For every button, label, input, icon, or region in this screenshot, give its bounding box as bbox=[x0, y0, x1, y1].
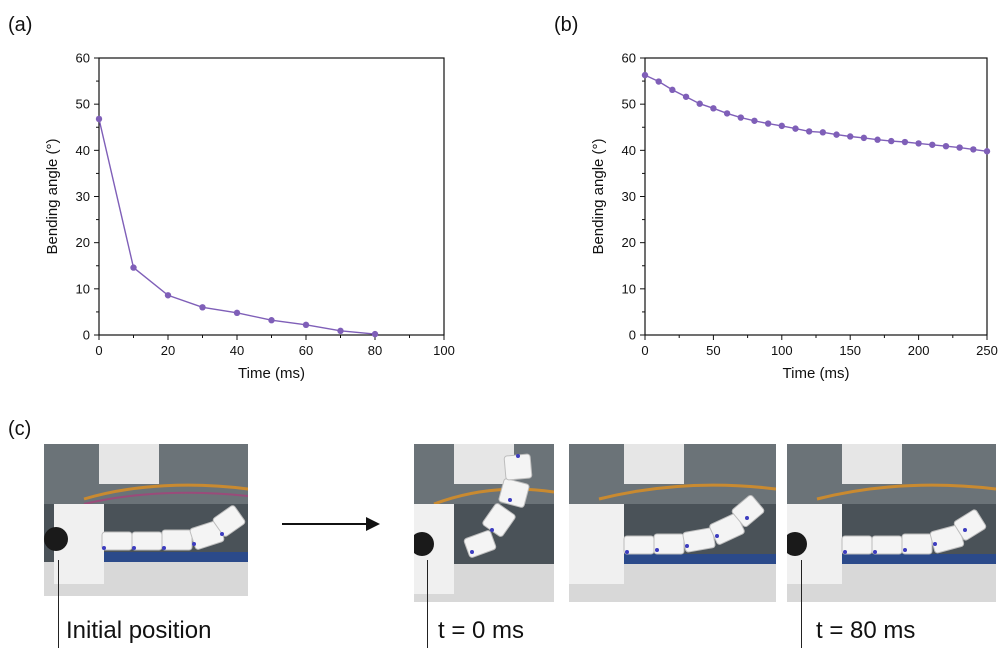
x-tick-label: 250 bbox=[976, 343, 998, 358]
y-tick-label: 30 bbox=[76, 189, 90, 204]
y-axis-label: Bending angle (°) bbox=[590, 138, 607, 254]
x-tick-label: 150 bbox=[839, 343, 861, 358]
data-point bbox=[847, 133, 853, 139]
data-point bbox=[710, 105, 716, 111]
data-point bbox=[655, 78, 661, 84]
y-tick-label: 30 bbox=[622, 189, 636, 204]
data-point bbox=[902, 139, 908, 145]
transition-arrow-icon bbox=[280, 512, 384, 536]
x-tick-label: 60 bbox=[299, 343, 313, 358]
photo-initial-position bbox=[44, 444, 248, 596]
data-point bbox=[303, 322, 309, 328]
y-tick-label: 40 bbox=[76, 143, 90, 158]
data-point bbox=[337, 328, 343, 334]
y-tick-label: 40 bbox=[622, 143, 636, 158]
data-point bbox=[984, 148, 990, 154]
x-axis-label: Time (ms) bbox=[238, 365, 305, 382]
plot-frame bbox=[99, 58, 444, 335]
data-point bbox=[199, 304, 205, 310]
y-tick-label: 10 bbox=[76, 281, 90, 296]
x-tick-label: 100 bbox=[433, 343, 455, 358]
data-point bbox=[792, 125, 798, 131]
data-point bbox=[820, 129, 826, 135]
caption-t0: t = 0 ms bbox=[438, 617, 524, 645]
caption-t80: t = 80 ms bbox=[816, 617, 915, 645]
data-point bbox=[943, 143, 949, 149]
x-tick-label: 40 bbox=[230, 343, 244, 358]
panel-label-c: (c) bbox=[8, 418, 31, 441]
data-point bbox=[970, 146, 976, 152]
data-point bbox=[724, 110, 730, 116]
y-tick-label: 50 bbox=[622, 97, 636, 112]
photo-intermediate bbox=[569, 444, 776, 602]
data-point bbox=[96, 116, 102, 122]
data-point bbox=[956, 144, 962, 150]
caption-initial-position: Initial position bbox=[66, 617, 211, 645]
data-point bbox=[888, 138, 894, 144]
photo-t0 bbox=[414, 444, 554, 602]
caption-line-t0 bbox=[427, 560, 428, 648]
data-point bbox=[874, 137, 880, 143]
data-point bbox=[806, 128, 812, 134]
y-tick-label: 0 bbox=[629, 328, 636, 343]
chart-b: 0 50 100 150 200 250 0 10 20 30 40 50 60 Time (ms) Ben… bbox=[500, 0, 1003, 400]
series-line bbox=[645, 75, 987, 151]
y-tick-label: 0 bbox=[83, 328, 90, 343]
y-tick-label: 20 bbox=[76, 235, 90, 250]
data-point bbox=[130, 264, 136, 270]
data-point bbox=[372, 331, 378, 337]
data-point bbox=[915, 140, 921, 146]
data-point bbox=[642, 72, 648, 78]
data-point bbox=[683, 94, 689, 100]
x-tick-label: 80 bbox=[368, 343, 382, 358]
data-point bbox=[833, 131, 839, 137]
x-tick-label: 200 bbox=[908, 343, 930, 358]
data-point bbox=[765, 120, 771, 126]
y-tick-label: 60 bbox=[76, 51, 90, 66]
y-axis-label: Bending angle (°) bbox=[44, 138, 61, 254]
data-point bbox=[738, 114, 744, 120]
x-tick-label: 0 bbox=[95, 343, 102, 358]
data-point bbox=[669, 87, 675, 93]
x-axis-label: Time (ms) bbox=[783, 365, 850, 382]
data-point bbox=[929, 142, 935, 148]
caption-line-t80 bbox=[801, 560, 802, 648]
y-tick-label: 20 bbox=[622, 235, 636, 250]
data-point bbox=[861, 135, 867, 141]
chart-a: 0 20 40 60 80 100 0 10 20 30 40 50 60 Time (ms) Bendin… bbox=[0, 0, 500, 400]
photo-t80 bbox=[787, 444, 996, 602]
x-tick-label: 20 bbox=[161, 343, 175, 358]
y-tick-label: 10 bbox=[622, 281, 636, 296]
y-tick-label: 60 bbox=[622, 51, 636, 66]
x-tick-label: 100 bbox=[771, 343, 793, 358]
x-tick-label: 0 bbox=[641, 343, 648, 358]
data-point bbox=[268, 317, 274, 323]
data-point bbox=[697, 101, 703, 107]
caption-line-initial bbox=[58, 560, 59, 648]
y-tick-label: 50 bbox=[76, 97, 90, 112]
data-point bbox=[234, 310, 240, 316]
data-point bbox=[779, 123, 785, 129]
x-tick-label: 50 bbox=[706, 343, 720, 358]
plot-frame bbox=[645, 58, 987, 335]
data-point bbox=[165, 292, 171, 298]
data-point bbox=[751, 118, 757, 124]
series-line bbox=[99, 119, 375, 334]
